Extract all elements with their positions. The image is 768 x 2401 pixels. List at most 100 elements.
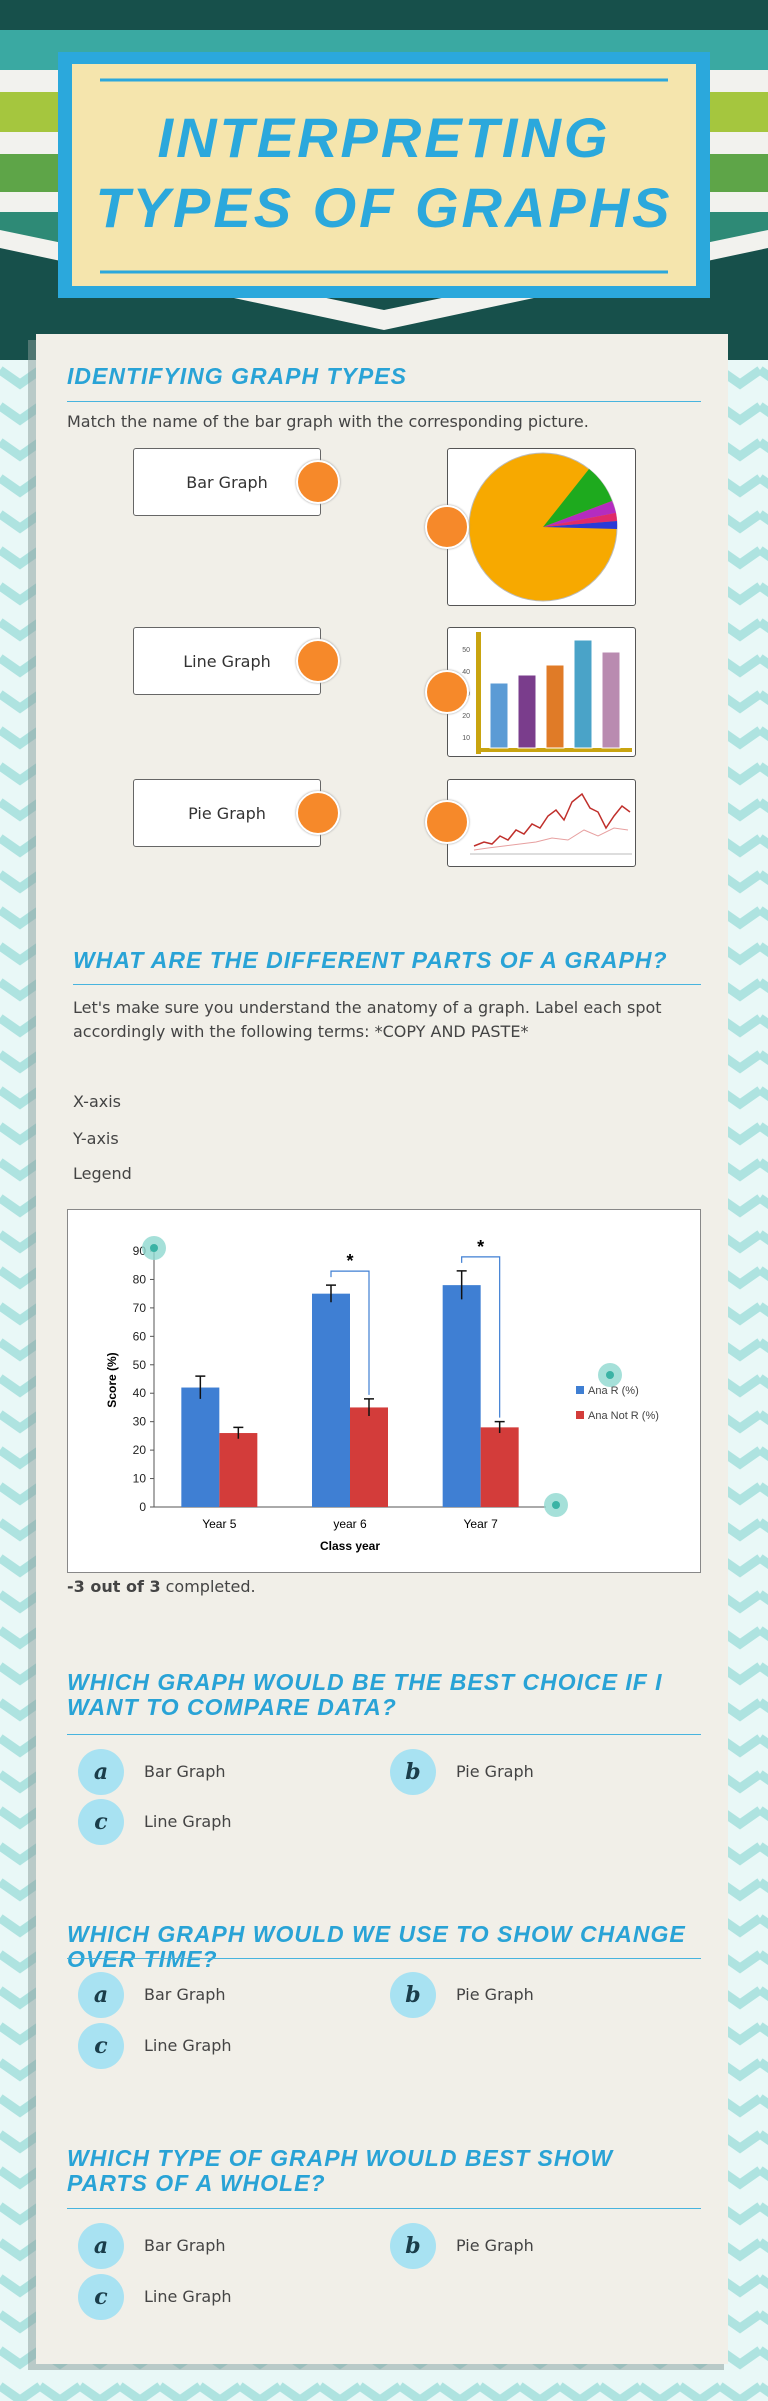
- y-axis-label: Score (%): [105, 1352, 119, 1407]
- answer-option[interactable]: b Pie Graph: [390, 1972, 670, 2018]
- legend-swatch: [576, 1411, 584, 1419]
- y-tick-label: 70: [133, 1301, 147, 1315]
- error-bar: [364, 1398, 374, 1416]
- picture-axis: [476, 632, 481, 754]
- term: Y-axis: [73, 1129, 119, 1148]
- option-text: Bar Graph: [144, 1985, 226, 2004]
- match-dot[interactable]: [425, 505, 469, 549]
- error-bar: [233, 1426, 244, 1439]
- x-axis-label: Class year: [320, 1539, 380, 1553]
- option-text: Pie Graph: [456, 1762, 534, 1781]
- error-bar: [456, 1270, 467, 1300]
- answer-option[interactable]: a Bar Graph: [78, 1749, 358, 1795]
- y-tick-label: 30: [133, 1415, 147, 1429]
- option-letter: a: [78, 1749, 124, 1795]
- option-text: Line Graph: [144, 1812, 232, 1831]
- match-label: Bar Graph: [133, 448, 321, 516]
- y-tick-label: 40: [133, 1386, 147, 1400]
- answer-option[interactable]: c Line Graph: [78, 2023, 358, 2069]
- match-dot[interactable]: [296, 639, 340, 683]
- term: Legend: [73, 1164, 132, 1183]
- option-letter: b: [390, 1972, 436, 2018]
- term: X-axis: [73, 1092, 121, 1111]
- option-letter: b: [390, 2223, 436, 2269]
- match-dot[interactable]: [425, 800, 469, 844]
- bar: [350, 1407, 388, 1507]
- question-title: WHICH TYPE OF GRAPH WOULD BEST SHOW PART…: [67, 2145, 614, 2196]
- y-tick-label: 10: [133, 1472, 147, 1486]
- section-rule: [67, 2208, 701, 2209]
- option-text: Pie Graph: [456, 1985, 534, 2004]
- pie-picture: [468, 452, 618, 602]
- picture: [447, 779, 636, 867]
- picture-bar: [573, 639, 593, 749]
- picture-bar: [517, 674, 537, 749]
- section-rule: [67, 1734, 701, 1735]
- option-letter: b: [390, 1749, 436, 1795]
- match-dot[interactable]: [296, 460, 340, 504]
- bar: [312, 1293, 350, 1507]
- annotation: *: [477, 1237, 484, 1257]
- pie-slice: [543, 513, 617, 527]
- match-dot[interactable]: [425, 670, 469, 714]
- match-label: Line Graph: [133, 627, 321, 695]
- answer-option[interactable]: b Pie Graph: [390, 2223, 670, 2269]
- bar-picture: 5040302010: [462, 632, 632, 754]
- picture-line: [473, 792, 631, 847]
- picture-tick: 40: [462, 669, 470, 676]
- option-text: Pie Graph: [456, 2236, 534, 2255]
- section-rule: [67, 1958, 701, 1959]
- instruction: Match the name of the bar graph with the…: [67, 412, 589, 431]
- progress-text: completed.: [165, 1577, 256, 1596]
- x-tick-label: year 6: [333, 1517, 367, 1531]
- bar: [181, 1387, 220, 1507]
- question-title: WHICH GRAPH WOULD BE THE BEST CHOICE IF …: [67, 1669, 663, 1720]
- x-tick-label: Year 7: [464, 1517, 499, 1531]
- legend-label: Ana R (%): [588, 1385, 639, 1397]
- error-bar: [494, 1420, 505, 1434]
- option-letter: c: [78, 2274, 124, 2320]
- bar: [442, 1285, 481, 1507]
- y-tick-label: 0: [139, 1500, 146, 1514]
- annotation: *: [346, 1251, 353, 1271]
- picture-bar: [601, 651, 621, 749]
- chart: 0 10 20 30 40 50 60 70 80 90 Score (%) Class year Ye…: [67, 1209, 701, 1573]
- legend-label: Ana Not R (%): [588, 1410, 659, 1422]
- label-spot-center: [150, 1244, 158, 1252]
- option-letter: c: [78, 2023, 124, 2069]
- picture-tick: 10: [462, 735, 470, 742]
- answer-option[interactable]: a Bar Graph: [78, 2223, 358, 2269]
- question-title: WHICH GRAPH WOULD WE USE TO SHOW CHANGE …: [67, 1921, 686, 1972]
- progress-count: -3 out of 3: [67, 1577, 161, 1596]
- instruction: Let's make sure you understand the anato…: [73, 998, 662, 1041]
- match-dot[interactable]: [296, 791, 340, 835]
- legend-swatch: [576, 1386, 584, 1394]
- option-text: Line Graph: [144, 2287, 232, 2306]
- picture: [447, 448, 636, 606]
- option-text: Bar Graph: [144, 1762, 226, 1781]
- picture-tick: 50: [462, 647, 470, 654]
- answer-option[interactable]: c Line Graph: [78, 2274, 358, 2320]
- picture-axis: [476, 748, 632, 752]
- pie-slice: [543, 521, 618, 529]
- y-tick-label: 60: [133, 1329, 147, 1343]
- answer-option[interactable]: a Bar Graph: [78, 1972, 358, 2018]
- section-title: WHAT ARE THE DIFFERENT PARTS OF A GRAPH?: [73, 947, 668, 973]
- picture-tick: 20: [462, 713, 470, 720]
- bar: [480, 1427, 519, 1507]
- answer-option[interactable]: b Pie Graph: [390, 1749, 670, 1795]
- pie-slice: [543, 501, 616, 527]
- match-label: Pie Graph: [133, 779, 321, 847]
- error-bar: [195, 1375, 206, 1399]
- option-text: Line Graph: [144, 2036, 232, 2055]
- answer-option[interactable]: c Line Graph: [78, 1799, 358, 1845]
- section-rule: [67, 401, 701, 402]
- label-spot-center: [606, 1371, 614, 1379]
- header-title: TYPES OF GRAPHS: [95, 176, 673, 239]
- picture: 5040302010: [447, 627, 636, 757]
- option-text: Bar Graph: [144, 2236, 226, 2255]
- y-tick-label: 80: [133, 1272, 147, 1286]
- line-picture: [470, 792, 632, 855]
- section-rule: [73, 984, 701, 985]
